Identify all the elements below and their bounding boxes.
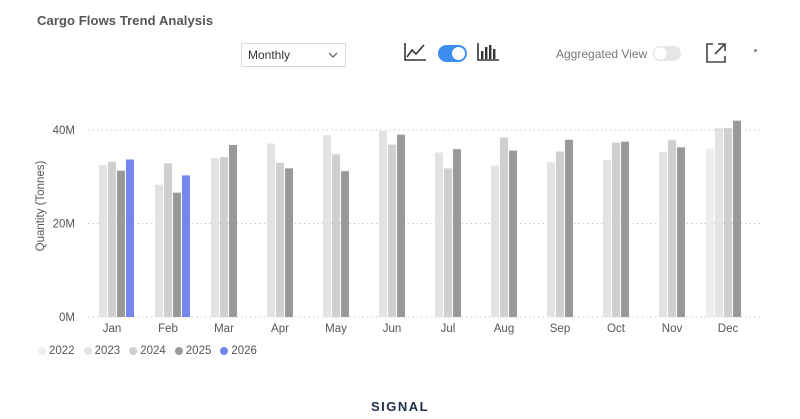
- x-tick-label: Feb: [158, 323, 178, 335]
- bar-2023-mar: [211, 158, 219, 317]
- x-tick-label: Jan: [103, 323, 122, 335]
- bar-2024-nov: [668, 140, 676, 317]
- bar-2024-sep: [556, 151, 564, 317]
- aggregated-view-toggle[interactable]: [653, 46, 681, 61]
- expand-icon[interactable]: [704, 41, 728, 65]
- bar-2023-sep: [547, 162, 555, 317]
- bar-2025-jun: [397, 134, 405, 317]
- line-chart-icon[interactable]: [403, 42, 427, 62]
- bar-2024-jul: [444, 168, 452, 317]
- legend-label: 2022: [49, 345, 75, 357]
- bar-2024-apr: [276, 162, 284, 317]
- bar-2025-apr: [285, 168, 293, 317]
- chart-type-toggle[interactable]: [438, 45, 467, 62]
- y-tick-label: 40M: [53, 125, 75, 137]
- bar-2025-jan: [117, 170, 125, 317]
- legend-dot: [83, 347, 92, 355]
- chart-title: Cargo Flows Trend Analysis: [37, 13, 214, 28]
- period-dropdown[interactable]: Monthly: [241, 43, 346, 67]
- x-tick-label: Apr: [271, 323, 289, 335]
- x-tick-label: Jul: [441, 323, 456, 335]
- x-tick-label: Mar: [214, 323, 234, 335]
- x-tick-label: Sep: [550, 323, 570, 335]
- bar-2024-dec: [724, 128, 732, 317]
- signal-logo: SIGNAL: [370, 399, 430, 414]
- bar-2025-oct: [621, 141, 629, 317]
- chevron-down-icon: [328, 52, 338, 58]
- legend-dot: [38, 347, 46, 355]
- bar-2026-feb: [182, 175, 190, 317]
- bar-2024-may: [332, 154, 340, 317]
- legend-item[interactable]: 2023: [83, 345, 121, 357]
- bar-2024-feb: [164, 163, 172, 317]
- bar-2024-jan: [108, 161, 116, 317]
- bar-2023-jun: [379, 130, 387, 317]
- bar-2023-jan: [99, 165, 107, 317]
- bar-2025-mar: [229, 144, 237, 317]
- legend-dot: [174, 347, 183, 355]
- bar-2023-dec: [715, 128, 723, 317]
- legend-item[interactable]: 2024: [129, 345, 166, 357]
- x-tick-label: Jun: [383, 323, 402, 335]
- bar-2023-apr: [267, 143, 275, 317]
- legend-label: 2024: [140, 345, 166, 357]
- legend-dot: [220, 347, 229, 355]
- bar-2023-aug: [491, 165, 499, 317]
- y-tick-label: 20M: [53, 219, 75, 231]
- x-tick-label: Aug: [494, 323, 514, 335]
- bar-chart-icon[interactable]: [476, 42, 500, 62]
- bar-2024-oct: [612, 142, 620, 317]
- bar-2025-sep: [565, 139, 573, 317]
- legend-item[interactable]: 2026: [220, 345, 257, 357]
- bar-2024-aug: [500, 137, 508, 317]
- x-tick-label: Oct: [607, 323, 626, 335]
- legend-item[interactable]: 2022: [38, 345, 75, 357]
- legend-label: 2026: [231, 345, 257, 357]
- aggregated-view-label: Aggregated View: [556, 47, 648, 61]
- bar-2023-feb: [155, 184, 163, 317]
- legend-label: 2023: [94, 345, 121, 357]
- y-tick-label: 0M: [59, 312, 75, 324]
- legend-dot: [129, 347, 138, 355]
- bar-2024-mar: [220, 157, 228, 317]
- bar-2022-dec: [706, 148, 714, 317]
- bar-2025-nov: [677, 147, 685, 317]
- bar-2026-jan: [126, 159, 134, 317]
- x-tick-label: Dec: [718, 323, 739, 335]
- x-tick-label: May: [325, 323, 347, 335]
- chart-legend: 2022 2023 2024 2025 2026: [38, 345, 257, 357]
- bar-2025-dec: [733, 120, 741, 318]
- x-tick-label: Nov: [662, 323, 683, 335]
- more-icon[interactable]: [754, 49, 757, 52]
- aggregated-view-toggle-knob: [654, 47, 667, 60]
- bar-2023-jul: [435, 152, 443, 317]
- bar-2023-nov: [659, 151, 667, 317]
- cargo-flows-chart: 0M 20M 40M Quantity (Tonnes) Jan Feb Mar Apr May…: [35, 120, 760, 335]
- y-axis-label: Quantity (Tonnes): [35, 160, 47, 251]
- chart-type-toggle-knob: [452, 47, 465, 60]
- legend-item[interactable]: 2025: [174, 345, 212, 357]
- bar-2025-may: [341, 171, 349, 317]
- bar-2025-jul: [453, 149, 461, 317]
- bar-2025-feb: [173, 192, 181, 317]
- bar-2023-oct: [603, 159, 611, 317]
- bar-2025-aug: [509, 150, 517, 317]
- bar-2023-may: [323, 135, 331, 317]
- period-dropdown-value: Monthly: [248, 48, 291, 62]
- legend-label: 2025: [185, 345, 212, 357]
- bar-2024-jun: [388, 144, 396, 317]
